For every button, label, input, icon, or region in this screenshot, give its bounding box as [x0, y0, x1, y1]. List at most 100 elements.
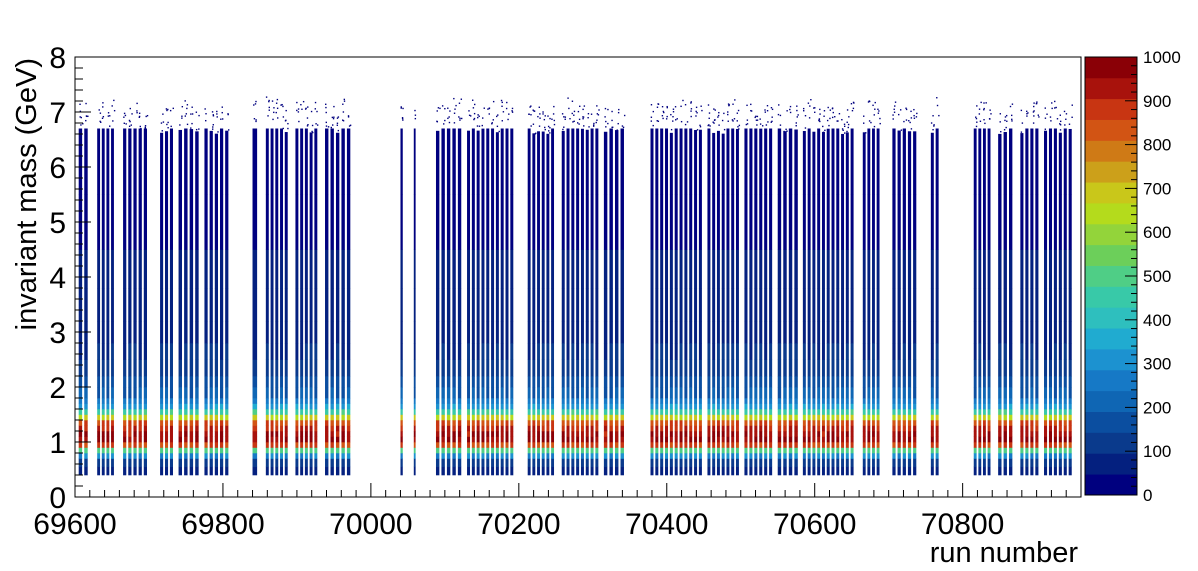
heatmap-cell [978, 431, 982, 437]
heatmap-cell [580, 436, 584, 443]
tail-point [111, 105, 113, 107]
tail-point [1059, 123, 1061, 125]
heatmap-cell [712, 376, 716, 388]
heatmap-cell [1003, 359, 1007, 377]
heatmap-cell [620, 466, 624, 476]
heatmap-cell [551, 414, 555, 421]
tail-point [607, 108, 609, 111]
heatmap-cell [78, 436, 83, 443]
heatmap-cell [133, 453, 137, 459]
heatmap-cell [467, 458, 471, 468]
heatmap-cell [143, 376, 147, 388]
heatmap-cell [275, 458, 279, 468]
tail-point [611, 110, 613, 113]
heatmap-cell [872, 466, 875, 476]
heatmap-cell [679, 409, 683, 415]
heatmap-cell [689, 387, 693, 399]
heatmap-cell [471, 387, 475, 399]
heatmap-cell [209, 194, 213, 250]
heatmap-cell [505, 436, 509, 443]
heatmap-cell [930, 387, 934, 399]
tail-point [402, 119, 404, 121]
heatmap-cell [744, 387, 748, 399]
tail-point [1037, 114, 1039, 116]
heatmap-cell [571, 343, 575, 360]
heatmap-cell [551, 458, 555, 468]
heatmap-cell [219, 403, 224, 410]
tail-point [330, 126, 332, 129]
heatmap-cell [807, 447, 811, 454]
heatmap-cell [707, 194, 711, 250]
heatmap-cell [935, 249, 939, 289]
heatmap-cell [457, 128, 462, 195]
colorbar-tick-label: 800 [1143, 136, 1171, 155]
heatmap-cell [169, 403, 173, 410]
heatmap-cell [551, 431, 555, 437]
heatmap-cell [441, 359, 445, 377]
heatmap-cell [802, 420, 806, 426]
heatmap-cell [510, 359, 514, 377]
heatmap-cell [106, 447, 110, 454]
heatmap-cell [831, 387, 835, 399]
heatmap-cell [1009, 249, 1013, 289]
heatmap-cell [214, 288, 219, 322]
heatmap-cell [561, 414, 565, 421]
heatmap-cell [707, 409, 711, 415]
heatmap-cell [907, 403, 912, 410]
heatmap-cell [987, 343, 991, 360]
heatmap-cell [836, 387, 840, 399]
tail-point [754, 116, 756, 119]
tail-point [184, 115, 187, 117]
heatmap-cell [300, 447, 304, 454]
heatmap-cell [165, 194, 169, 250]
tail-point [690, 115, 692, 118]
heatmap-cell [872, 359, 875, 377]
y-tick-label: 1 [49, 427, 66, 460]
tail-point [212, 115, 215, 117]
heatmap-cell [585, 442, 589, 448]
heatmap-cell [300, 343, 304, 360]
heatmap-cell [195, 321, 199, 344]
tail-point [162, 121, 165, 123]
tail-point [834, 116, 836, 118]
heatmap-cell [457, 425, 462, 432]
heatmap-cell [1044, 447, 1048, 454]
heatmap-cell [817, 249, 821, 289]
heatmap-cell [679, 458, 683, 468]
heatmap-cell [759, 453, 763, 459]
heatmap-cell [862, 420, 866, 426]
tail-point [99, 112, 102, 114]
heatmap-cell [707, 436, 711, 443]
heatmap-cell [527, 447, 531, 454]
heatmap-cell [467, 343, 471, 360]
heatmap-cell [435, 458, 440, 468]
heatmap-cell [707, 414, 711, 421]
heatmap-cell [128, 194, 132, 250]
heatmap-cell [441, 442, 445, 448]
heatmap-cell [214, 425, 219, 432]
heatmap-cell [689, 414, 693, 421]
tail-point [1046, 113, 1048, 115]
heatmap-cell [123, 414, 127, 421]
heatmap-cell [505, 458, 509, 468]
tail-point [80, 124, 82, 126]
heatmap-cell [1009, 458, 1013, 468]
heatmap-cell [335, 398, 340, 404]
heatmap-cell [551, 194, 555, 250]
heatmap-cell [978, 458, 982, 468]
heatmap-cell [314, 359, 318, 377]
heatmap-cell [335, 359, 340, 377]
heatmap-cell [1048, 128, 1053, 195]
heatmap-cell [807, 453, 811, 459]
tail-point [621, 125, 624, 127]
heatmap-cell [346, 420, 351, 426]
heatmap-cell [275, 376, 279, 388]
heatmap-cell [413, 458, 416, 468]
heatmap-cell [457, 453, 462, 459]
heatmap-cell [551, 128, 555, 195]
heatmap-cell [225, 431, 229, 437]
tail-point [533, 110, 536, 112]
heatmap-cell [495, 403, 499, 410]
x-axis-label: run number [930, 537, 1079, 569]
heatmap-cell [566, 288, 570, 322]
